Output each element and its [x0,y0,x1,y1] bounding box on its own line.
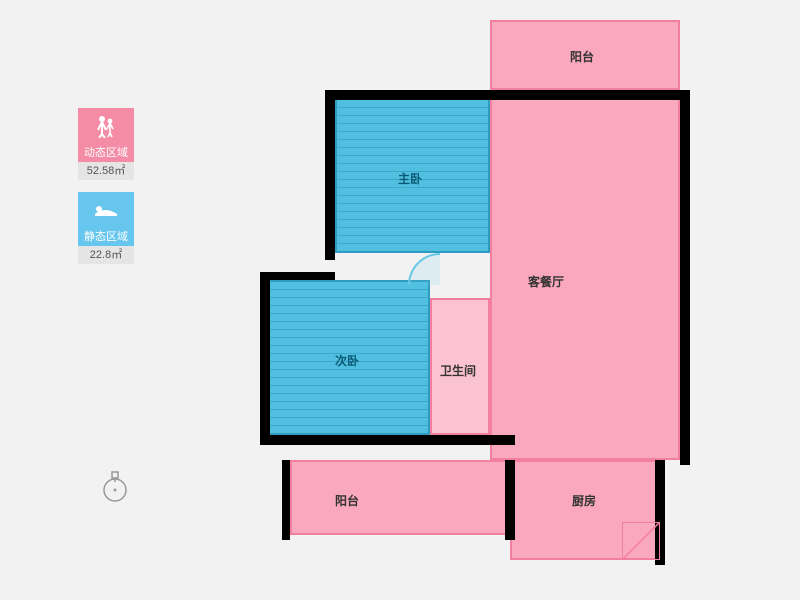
room-balcony-bottom [290,460,510,535]
room-living [490,90,680,460]
wall-2 [325,90,335,260]
legend-dynamic-value: 52.58㎡ [78,162,134,180]
wall-7 [505,460,515,540]
sleep-icon [78,192,134,228]
room-label-second-bed: 次卧 [335,352,359,369]
legend-static: 静态区域 22.8㎡ [78,192,134,264]
wall-8 [282,460,290,540]
legend-static-label: 静态区域 [78,228,134,246]
wall-0 [325,90,690,100]
people-icon [78,108,134,144]
floor-plan: 阳台客餐厅主卧次卧卫生间阳台厨房 [260,20,710,580]
legend-dynamic-label: 动态区域 [78,144,134,162]
door-arc [408,253,440,285]
wall-5 [260,435,515,445]
room-label-master-bed: 主卧 [398,170,422,187]
room-label-bathroom: 卫生间 [440,362,476,379]
legend-dynamic: 动态区域 52.58㎡ [78,108,134,180]
compass-icon [100,470,130,504]
room-label-kitchen: 厨房 [572,492,596,509]
legend-static-value: 22.8㎡ [78,246,134,264]
room-label-balcony-bottom: 阳台 [335,492,359,509]
room-label-balcony-top: 阳台 [570,48,594,65]
wall-4 [260,272,335,280]
kitchen-detail [622,522,660,560]
room-label-living: 客餐厅 [528,273,564,290]
legend: 动态区域 52.58㎡ 静态区域 22.8㎡ [78,108,134,276]
wall-1 [680,90,690,465]
wall-3 [260,272,270,440]
